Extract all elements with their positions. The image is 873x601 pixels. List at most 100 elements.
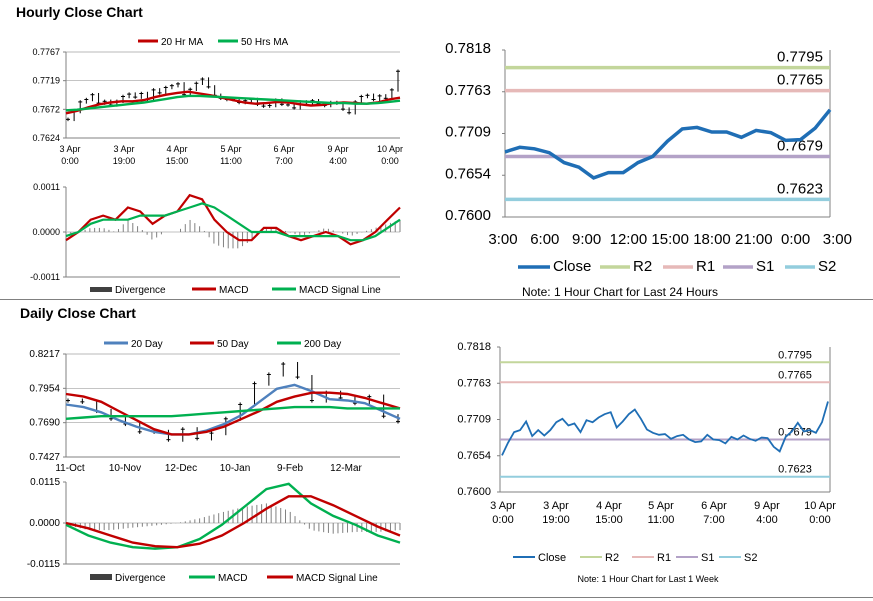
weekly-levels-xtick-time: 4:00 bbox=[756, 514, 777, 526]
weekly-levels-xtick-date: 3 Apr bbox=[543, 500, 569, 512]
weekly-levels-r1-legend-label: R1 bbox=[657, 552, 671, 564]
hourly-levels-r2-legend-label: R2 bbox=[633, 258, 652, 275]
weekly-levels-xtick-time: 15:00 bbox=[595, 514, 623, 526]
weekly-levels-ytick: 0.7654 bbox=[457, 450, 491, 462]
hourly-price-ytick: 0.7767 bbox=[32, 47, 60, 57]
weekly-levels-ytick: 0.7818 bbox=[457, 341, 491, 353]
level-r1-label: 0.7765 bbox=[777, 72, 823, 89]
hourly-macd-ytick: 0.0000 bbox=[32, 227, 60, 237]
weekly-levels-r2-legend-label: R2 bbox=[605, 552, 619, 564]
daily-ma50-line bbox=[65, 391, 401, 436]
daily-price-xtick: 12-Dec bbox=[165, 463, 197, 474]
hourly-macd-line bbox=[65, 193, 401, 246]
hourly-levels-note: Note: 1 Hour Chart for Last 24 Hours bbox=[522, 285, 718, 299]
daily-macd-ytick: -0.0115 bbox=[27, 559, 61, 570]
hourly-price-xtick-time: 0:00 bbox=[381, 156, 399, 166]
weekly-levels-ytick: 0.7600 bbox=[457, 486, 491, 498]
hourly-ma50-legend-label: 50 Hrs MA bbox=[241, 37, 289, 48]
hourly-price-ytick: 0.7624 bbox=[32, 133, 60, 143]
daily-signal-line bbox=[65, 495, 401, 549]
daily-price-ytick: 0.7954 bbox=[29, 383, 60, 394]
hourly-macd-ytick: 0.0011 bbox=[33, 182, 60, 192]
daily-price-xtick: 10-Nov bbox=[109, 463, 141, 474]
daily-signal-legend-label: MACD Signal Line bbox=[296, 573, 378, 584]
hourly-price-xtick-time: 15:00 bbox=[166, 156, 189, 166]
hourly-divergence-legend-swatch bbox=[90, 287, 112, 292]
section-divider bbox=[0, 299, 873, 300]
hourly-price-xtick-time: 0:00 bbox=[61, 156, 79, 166]
hourly-levels-xtick: 6:00 bbox=[530, 231, 559, 248]
daily-divergence-legend-swatch bbox=[90, 574, 112, 580]
hourly-close-line bbox=[504, 108, 832, 180]
hourly-levels-chart: 0.7818 0.7763 0.7709 0.7654 0.7600 0.7795 0.77… bbox=[445, 40, 852, 299]
hourly-levels-xtick: 3:00 bbox=[823, 231, 852, 248]
daily-macd-ytick: 0.0000 bbox=[29, 518, 60, 529]
daily-macd-legend-label: MACD bbox=[218, 573, 247, 584]
hourly-levels-ytick: 0.7600 bbox=[445, 207, 491, 224]
daily-section-title: Daily Close Chart bbox=[20, 305, 136, 321]
daily-ma200-line bbox=[65, 405, 400, 420]
daily-macd-chart: 0.0115 0.0000 -0.0115 Divergence MACD MACD Si… bbox=[27, 477, 401, 584]
hourly-ma50-line bbox=[65, 94, 401, 112]
weekly-level-s2-label: 0.7623 bbox=[778, 464, 812, 476]
hourly-macd-chart: 0.0011 0.0000 -0.0011 Divergence MACD MACD Si… bbox=[30, 182, 401, 296]
hourly-levels-s2-legend-label: S2 bbox=[818, 258, 836, 275]
weekly-levels-xtick-date: 9 Apr bbox=[754, 500, 780, 512]
weekly-levels-xtick-date: 5 Apr bbox=[648, 500, 674, 512]
daily-macd-ytick: 0.0115 bbox=[30, 477, 60, 488]
daily-ma20-line bbox=[65, 383, 401, 436]
daily-price-chart: 20 Day 50 Day 200 Day 0.8217 0.7954 0.7690 0.7… bbox=[29, 339, 401, 474]
hourly-price-ytick: 0.7672 bbox=[32, 104, 60, 114]
hourly-price-xtick-date: 10 Apr bbox=[377, 144, 403, 154]
weekly-levels-xtick-time: 0:00 bbox=[492, 514, 513, 526]
hourly-macd-ytick: -0.0011 bbox=[30, 272, 60, 282]
hourly-price-chart: 20 Hr MA 50 Hrs MA 0.7767 0.7719 0.7672 0.762… bbox=[32, 37, 403, 166]
weekly-level-r1-label: 0.7765 bbox=[778, 369, 812, 381]
hourly-levels-ytick: 0.7818 bbox=[445, 40, 491, 57]
weekly-levels-xtick-time: 11:00 bbox=[648, 514, 675, 526]
hourly-price-xtick-date: 6 Apr bbox=[273, 144, 294, 154]
hourly-section-title: Hourly Close Chart bbox=[16, 4, 143, 20]
weekly-level-r2-label: 0.7795 bbox=[778, 349, 812, 361]
daily-price-xtick: 12-Mar bbox=[330, 463, 362, 474]
hourly-price-ytick: 0.7719 bbox=[32, 76, 60, 86]
hourly-levels-s1-legend-label: S1 bbox=[756, 258, 774, 275]
hourly-levels-xtick: 0:00 bbox=[781, 231, 810, 248]
hourly-levels-r1-legend-label: R1 bbox=[696, 258, 715, 275]
daily-price-xtick: 11-Oct bbox=[55, 463, 84, 474]
daily-price-xtick: 10-Jan bbox=[220, 463, 251, 474]
hourly-ma20-legend-label: 20 Hr MA bbox=[161, 37, 204, 48]
weekly-levels-xtick-time: 0:00 bbox=[809, 514, 830, 526]
hourly-levels-xtick: 9:00 bbox=[572, 231, 601, 248]
daily-price-xtick: 9-Feb bbox=[277, 463, 304, 474]
daily-macd-line bbox=[65, 482, 401, 550]
weekly-levels-xtick-date: 4 Apr bbox=[596, 500, 622, 512]
hourly-levels-xtick: 18:00 bbox=[693, 231, 731, 248]
daily-ma20-legend-label: 20 Day bbox=[131, 339, 163, 350]
level-r2-label: 0.7795 bbox=[777, 49, 823, 66]
hourly-divergence-legend-label: Divergence bbox=[115, 285, 166, 296]
weekly-levels-xtick-date: 3 Apr bbox=[490, 500, 516, 512]
hourly-levels-ytick: 0.7709 bbox=[445, 124, 491, 141]
weekly-levels-xtick-date: 10 Apr bbox=[804, 500, 836, 512]
daily-price-ytick: 0.7690 bbox=[29, 418, 60, 429]
hourly-levels-ytick: 0.7654 bbox=[445, 165, 491, 182]
weekly-levels-xtick-time: 19:00 bbox=[542, 514, 570, 526]
hourly-price-xtick-date: 9 Apr bbox=[327, 144, 348, 154]
weekly-levels-chart: 0.7818 0.7763 0.7709 0.7654 0.7600 0.7795 0.77… bbox=[457, 341, 836, 584]
weekly-levels-ytick: 0.7763 bbox=[457, 377, 491, 389]
hourly-levels-xtick: 15:00 bbox=[651, 231, 689, 248]
hourly-levels-close-legend-label: Close bbox=[553, 258, 591, 275]
hourly-levels-xtick: 21:00 bbox=[735, 231, 773, 248]
hourly-levels-ytick: 0.7763 bbox=[445, 82, 491, 99]
weekly-levels-s1-legend-label: S1 bbox=[701, 552, 714, 564]
weekly-close-line bbox=[501, 401, 829, 456]
hourly-macd-legend-label: MACD bbox=[219, 285, 248, 296]
bottom-divider bbox=[0, 597, 873, 598]
daily-divergence-legend-label: Divergence bbox=[115, 573, 166, 584]
hourly-price-xtick-time: 4:00 bbox=[329, 156, 347, 166]
hourly-price-xtick-date: 3 Apr bbox=[113, 144, 134, 154]
weekly-levels-xtick-time: 7:00 bbox=[703, 514, 724, 526]
weekly-levels-close-legend-label: Close bbox=[538, 552, 566, 564]
